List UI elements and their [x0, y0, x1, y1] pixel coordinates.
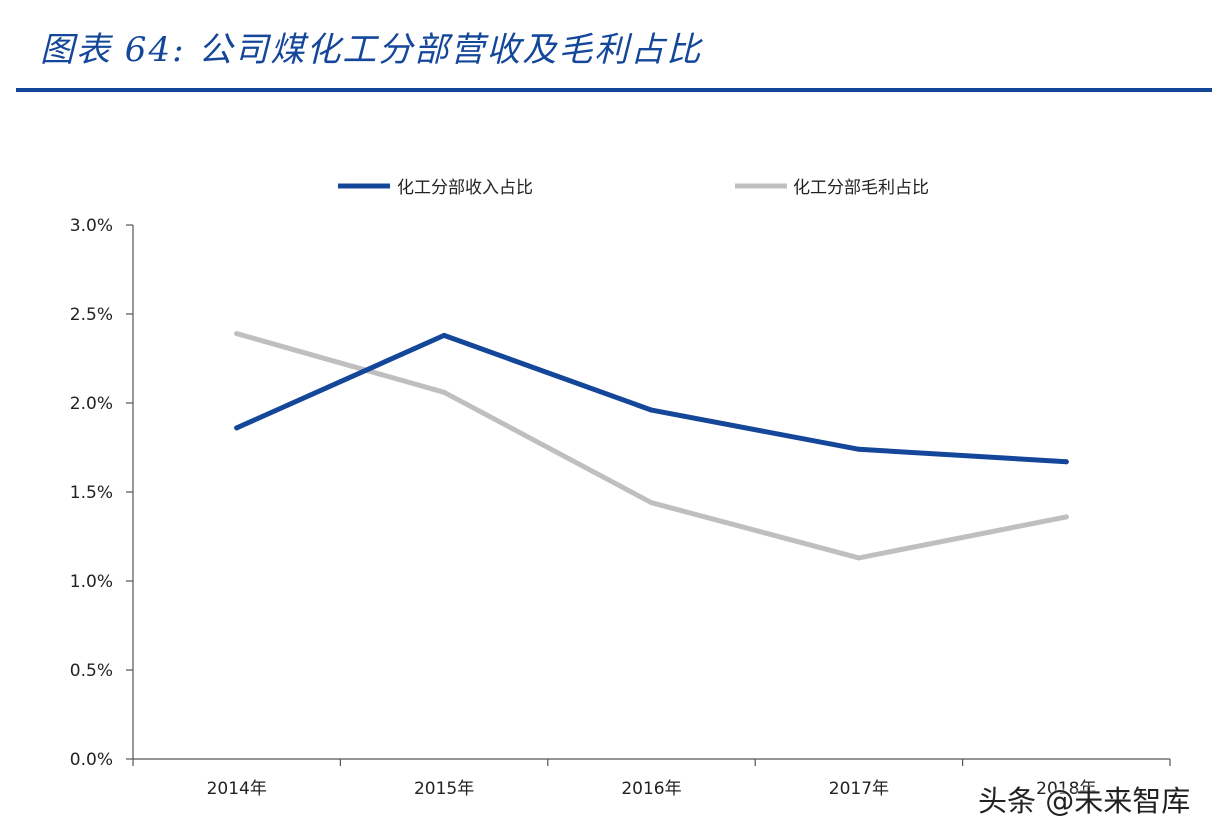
series-line-margin: [234, 331, 1069, 561]
data-point-margin: [1063, 514, 1069, 520]
y-tick-label: 1.5%: [70, 483, 113, 503]
data-point-margin: [856, 555, 862, 561]
watermark: 头条 @未来智库: [978, 784, 1191, 818]
legend-label-revenue: 化工分部收入占比: [397, 178, 533, 198]
data-point-revenue: [856, 446, 862, 452]
axes: 0.0% 0.5% 1.0% 1.5% 2.0% 2.5% 3.0% 2014年 2015年 20…: [70, 216, 1171, 799]
legend-item-revenue: 化工分部收入占比: [338, 178, 533, 198]
series-line-revenue: [234, 332, 1069, 465]
y-tick-label: 0.5%: [70, 661, 113, 681]
x-tick-label: 2018年: [1036, 779, 1096, 799]
plot-area: [234, 331, 1069, 561]
chart-title: 图表 64: 公司煤化工分部营收及毛利占比: [40, 30, 703, 70]
legend: 化工分部收入占比 化工分部毛利占比: [338, 178, 929, 198]
data-point-margin: [441, 389, 447, 395]
data-point-revenue: [234, 425, 240, 431]
legend-label-margin: 化工分部毛利占比: [793, 178, 929, 198]
data-point-margin: [234, 331, 240, 337]
data-point-revenue: [441, 332, 447, 338]
data-point-revenue: [649, 407, 654, 413]
data-point-margin: [649, 500, 654, 506]
x-tick-label: 2014年: [207, 779, 267, 799]
y-tick-label: 1.0%: [70, 572, 113, 592]
y-tick-label: 2.0%: [70, 394, 113, 414]
x-tick-label: 2016年: [621, 779, 681, 799]
title-divider: [16, 88, 1212, 92]
x-tick-label: 2015年: [414, 779, 474, 799]
data-point-revenue: [1063, 459, 1069, 465]
y-tick-label: 3.0%: [70, 216, 113, 236]
legend-item-margin: 化工分部毛利占比: [735, 178, 929, 198]
x-tick-label: 2017年: [829, 779, 889, 799]
y-tick-label: 0.0%: [70, 750, 113, 770]
y-tick-label: 2.5%: [70, 305, 113, 325]
